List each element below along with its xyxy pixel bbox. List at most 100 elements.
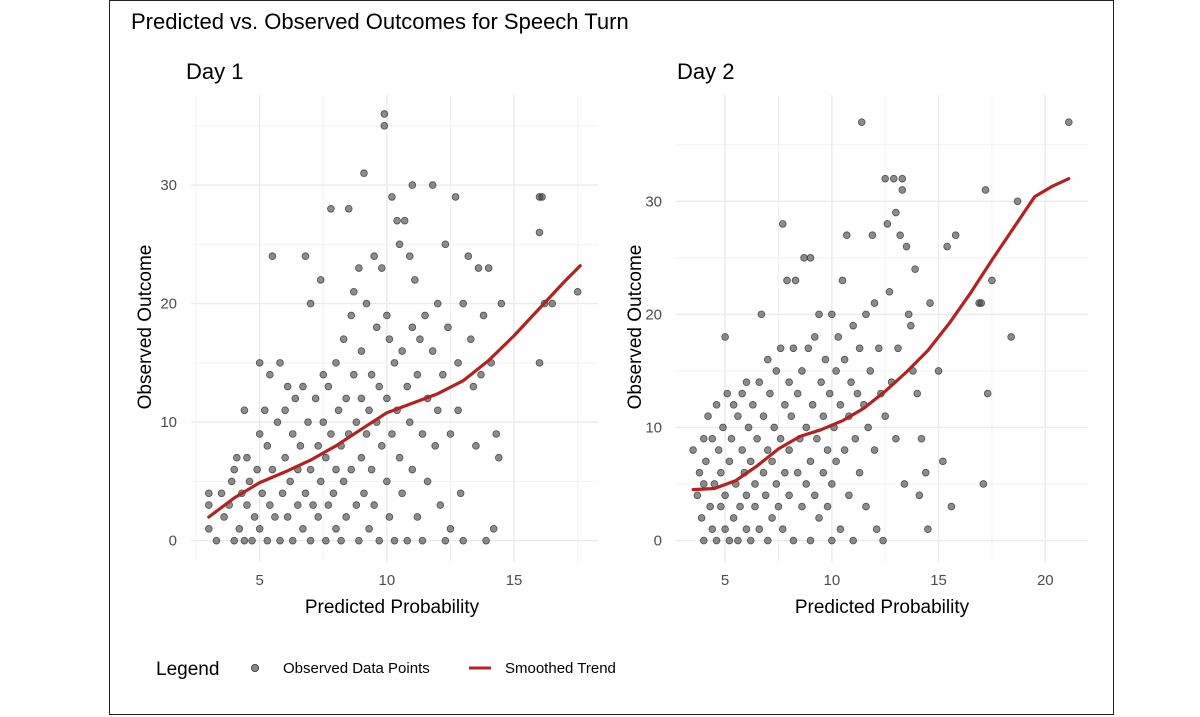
- data-point: [347, 311, 356, 320]
- data-point: [810, 491, 819, 500]
- data-point: [309, 501, 317, 509]
- data-point: [380, 122, 389, 130]
- data-point: [243, 501, 251, 509]
- data-point: [446, 525, 455, 533]
- figure-title: Predicted vs. Observed Outcomes for Spee…: [131, 9, 629, 34]
- data-point: [742, 525, 751, 534]
- data-point: [759, 412, 768, 420]
- data-point: [230, 536, 239, 545]
- data-point: [329, 489, 338, 498]
- data-point: [885, 287, 894, 296]
- panel-day-1: Day 1 Predicted Probability Observed Out…: [135, 59, 598, 618]
- data-point: [819, 412, 828, 420]
- smoothed-trend-line: [691, 177, 1071, 492]
- data-point: [883, 220, 892, 228]
- data-point: [785, 446, 793, 454]
- data-point: [299, 382, 307, 391]
- data-point: [921, 468, 930, 477]
- data-point: [714, 446, 723, 454]
- data-point: [832, 457, 840, 466]
- data-point: [1007, 333, 1015, 341]
- data-point: [375, 382, 384, 391]
- data-point: [813, 434, 821, 443]
- data-point: [456, 489, 465, 498]
- data-point: [276, 359, 284, 367]
- data-point: [408, 465, 417, 474]
- data-point: [248, 536, 256, 545]
- data-point: [474, 264, 483, 272]
- data-point: [892, 434, 900, 443]
- data-point: [702, 457, 710, 466]
- data-point: [311, 394, 320, 403]
- data-point: [983, 389, 992, 398]
- data-point: [879, 536, 887, 545]
- data-point: [388, 193, 396, 201]
- data-point: [390, 536, 399, 545]
- x-axis-label: Predicted Probability: [795, 597, 970, 618]
- data-point: [380, 110, 389, 118]
- data-point: [708, 434, 717, 443]
- data-point: [459, 536, 467, 545]
- data-point: [706, 502, 714, 511]
- data-point: [804, 344, 813, 353]
- scatter-points: [205, 110, 582, 545]
- data-point: [405, 252, 414, 260]
- data-point: [411, 276, 419, 284]
- data-point: [205, 525, 213, 533]
- data-point: [766, 389, 774, 398]
- data-point: [484, 264, 493, 272]
- data-point: [855, 344, 864, 353]
- data-point: [828, 310, 836, 319]
- data-point: [979, 480, 988, 488]
- data-point: [339, 477, 348, 486]
- data-point: [736, 502, 744, 511]
- data-point: [355, 264, 363, 272]
- y-tick-label: 30: [160, 177, 177, 194]
- data-point: [383, 394, 391, 403]
- data-point: [723, 389, 732, 398]
- data-point: [699, 434, 708, 443]
- data-point: [324, 501, 333, 509]
- data-point: [815, 310, 823, 319]
- data-point: [977, 299, 986, 307]
- data-point: [266, 501, 274, 509]
- data-point: [492, 430, 501, 438]
- data-point: [324, 382, 333, 391]
- data-point: [881, 412, 890, 420]
- x-tick-label: 10: [823, 572, 840, 589]
- data-point: [273, 418, 282, 426]
- data-point: [943, 242, 951, 251]
- data-point: [477, 370, 485, 379]
- smoothed-trend-line: [207, 264, 582, 519]
- data-point: [431, 442, 440, 450]
- data-point: [301, 252, 310, 260]
- data-point: [327, 204, 335, 213]
- data-point: [322, 536, 330, 545]
- data-point: [717, 468, 725, 477]
- data-point: [697, 514, 706, 522]
- data-point: [742, 378, 751, 387]
- data-point: [870, 446, 879, 454]
- x-tick-label: 15: [506, 572, 523, 589]
- data-point: [738, 446, 746, 454]
- data-point: [212, 536, 221, 545]
- data-point: [828, 536, 836, 545]
- data-point: [314, 513, 322, 521]
- x-tick-label: 20: [1037, 572, 1054, 589]
- data-point: [712, 536, 721, 545]
- data-point: [892, 208, 900, 217]
- data-point: [439, 370, 447, 379]
- data-point: [459, 299, 467, 308]
- data-point: [360, 489, 368, 498]
- data-point: [761, 491, 770, 500]
- data-point: [283, 382, 292, 391]
- data-point: [721, 491, 729, 500]
- data-point: [757, 310, 766, 319]
- data-point: [789, 344, 798, 353]
- data-point: [734, 536, 742, 545]
- data-point: [398, 489, 406, 498]
- data-point: [840, 446, 849, 454]
- data-point: [806, 536, 815, 545]
- y-tick-label: 10: [160, 414, 177, 431]
- data-point: [774, 502, 783, 511]
